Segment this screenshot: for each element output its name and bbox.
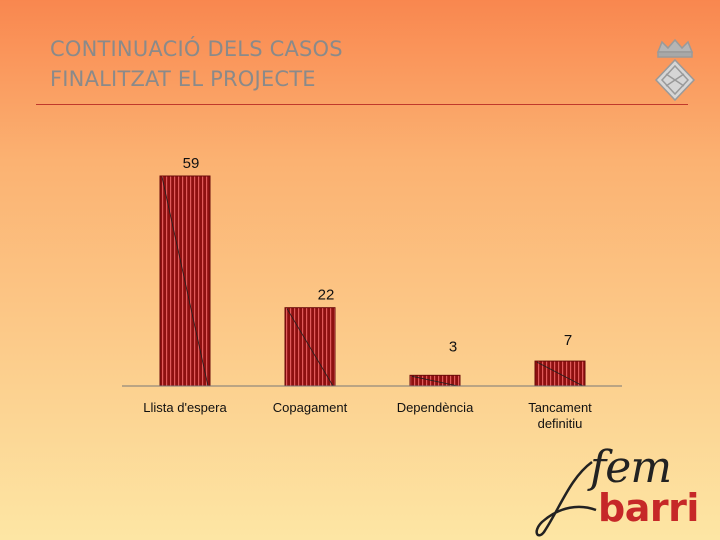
category-label-3-0: Tancament (528, 400, 592, 415)
logo-swash-icon (535, 460, 597, 537)
value-label-3: 7 (564, 332, 572, 349)
value-label-1: 22 (318, 287, 335, 304)
fem-barri-logo: fem barri (530, 442, 710, 538)
title-line-1: CONTINUACIÓ DELS CASOS (50, 37, 343, 61)
value-label-2: 3 (449, 338, 457, 355)
bar-2 (409, 374, 461, 387)
slide-title: CONTINUACIÓ DELS CASOS FINALITZAT EL PRO… (50, 34, 343, 94)
bar-shadow-line-0 (161, 176, 209, 387)
bar-shadow-line-1 (286, 308, 334, 387)
category-label-2-0: Dependència (397, 400, 474, 415)
bar-shadow-line-3 (536, 361, 584, 387)
value-label-0: 59 (183, 155, 200, 172)
category-label-1-0: Copagament (273, 400, 348, 415)
category-label-3-1: definitiu (538, 416, 583, 431)
title-line-2: FINALITZAT EL PROJECTE (50, 67, 316, 91)
logo-fem-text: fem (590, 442, 672, 493)
logo-barri-text: barri (598, 486, 699, 530)
bar-shadow-line-2 (411, 375, 459, 387)
coat-of-arms-icon (654, 38, 696, 102)
category-label-0-0: Llista d'espera (143, 400, 227, 415)
title-divider (36, 104, 688, 105)
